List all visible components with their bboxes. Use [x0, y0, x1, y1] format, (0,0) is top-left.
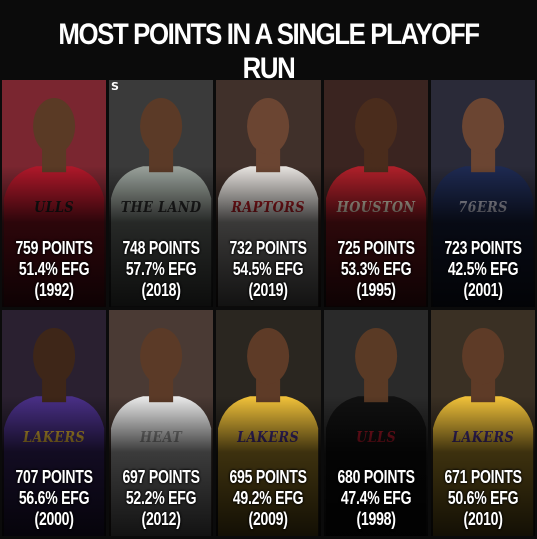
player-stats: 732 POINTS 54.5% EFG (2019) — [216, 238, 320, 301]
caption-shade — [323, 166, 428, 307]
player-stats: 695 POINTS 49.2% EFG (2009) — [216, 467, 320, 530]
efg-label: 56.6% EFG — [18, 488, 90, 508]
year-label: (2018) — [141, 279, 181, 300]
efg-label: 47.4% EFG — [340, 488, 411, 508]
page-title: MOST POINTS IN A SINGLE PLAYOFF RUN — [58, 18, 480, 85]
caption-shade — [109, 395, 214, 536]
caption-shade — [323, 395, 428, 536]
year-label: (1992) — [34, 279, 74, 300]
player-stats: 759 POINTS 51.4% EFG (1992) — [2, 238, 106, 301]
efg-label: 50.6% EFG — [447, 488, 519, 508]
efg-label: 57.7% EFG — [126, 258, 197, 279]
efg-label: 54.5% EFG — [233, 258, 304, 279]
year-label: (1995) — [356, 279, 396, 300]
player-stats: 680 POINTS 47.4% EFG (1998) — [324, 467, 428, 530]
caption-shade — [109, 166, 214, 307]
efg-label: 42.5% EFG — [447, 258, 519, 279]
points-label: 697 POINTS — [122, 467, 200, 487]
points-label: 748 POINTS — [122, 237, 200, 258]
player-stats: 707 POINTS 56.6% EFG (2000) — [2, 467, 106, 530]
year-label: (2010) — [463, 509, 503, 529]
caption-shade — [216, 166, 321, 307]
player-stats: 725 POINTS 53.3% EFG (1995) — [324, 238, 428, 301]
player-stats: 671 POINTS 50.6% EFG (2010) — [431, 467, 535, 530]
caption-shade — [2, 395, 107, 536]
caption-shade — [2, 166, 107, 307]
points-label: 723 POINTS — [444, 237, 522, 258]
points-label: 707 POINTS — [15, 467, 93, 487]
efg-label: 51.4% EFG — [18, 258, 90, 279]
efg-label: 53.3% EFG — [340, 258, 411, 279]
year-label: (2001) — [463, 279, 503, 300]
efg-label: 52.2% EFG — [126, 488, 197, 508]
year-label: (2012) — [141, 509, 181, 529]
player-stats: 748 POINTS 57.7% EFG (2018) — [109, 238, 213, 301]
points-label: 695 POINTS — [229, 467, 308, 487]
year-label: (2009) — [248, 509, 289, 529]
logo-badge: S — [111, 80, 119, 93]
caption-shade — [430, 166, 535, 307]
points-label: 759 POINTS — [15, 237, 93, 258]
caption-shade — [430, 395, 535, 536]
efg-label: 49.2% EFG — [233, 488, 304, 508]
player-stats: 697 POINTS 52.2% EFG (2012) — [109, 467, 213, 530]
points-label: 725 POINTS — [337, 237, 415, 258]
points-label: 671 POINTS — [444, 467, 522, 487]
points-label: 680 POINTS — [337, 467, 415, 487]
year-label: (1998) — [356, 509, 396, 529]
caption-shade — [216, 395, 321, 536]
player-stats: 723 POINTS 42.5% EFG (2001) — [431, 238, 535, 301]
points-label: 732 POINTS — [229, 237, 308, 258]
year-label: (2019) — [248, 279, 289, 300]
year-label: (2000) — [34, 509, 74, 529]
